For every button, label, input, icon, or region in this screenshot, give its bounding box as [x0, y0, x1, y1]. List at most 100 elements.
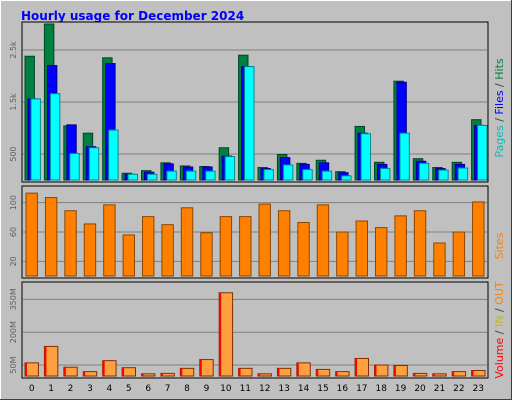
bar-volume-in-edge-hour-19: [393, 365, 396, 376]
panel-volume-grid: [23, 298, 487, 366]
hour-label-2: 2: [68, 384, 74, 394]
bar-volume-hour-16: [335, 371, 350, 377]
bar-volume-in-edge-hour-14: [296, 362, 299, 376]
bar-volume-in-edge-hour-7: [160, 373, 163, 376]
bar-volume-in-edge-hour-5: [122, 367, 125, 376]
panel-sites-legend: Sites: [493, 232, 506, 259]
bar-pages-hour-18: [380, 168, 391, 181]
y-tick-label: 60: [9, 227, 18, 237]
bar-sites-hour-7: [161, 224, 174, 277]
hour-label-5: 5: [126, 384, 132, 394]
bar-pages-hour-16: [341, 175, 352, 181]
bar-volume-hour-13: [276, 367, 292, 377]
bar-pages-hour-10: [224, 156, 236, 181]
y-tick-label: 2.5k: [9, 41, 18, 59]
bar-volume-hour-14: [296, 362, 311, 377]
bar-volume-in-edge-hour-3: [83, 371, 86, 376]
hour-label-14: 14: [298, 384, 310, 394]
panel-sites-grid: [23, 202, 487, 262]
bar-sites-hour-22: [452, 231, 466, 277]
hour-label-22: 22: [453, 384, 464, 394]
bar-sites-hour-11: [239, 216, 252, 277]
bar-sites-hour-18: [375, 227, 388, 277]
panel-sites-bars: [25, 192, 485, 277]
bar-volume-in-edge-hour-18: [374, 365, 377, 376]
y-tick-label: 1.5k: [9, 93, 18, 111]
bar-sites-hour-17: [355, 220, 369, 277]
bar-pages-hour-4: [108, 129, 119, 181]
bar-volume-hour-8: [179, 367, 195, 377]
y-tick-label: 200M: [9, 321, 18, 343]
bar-sites-hour-13: [277, 210, 291, 277]
bar-volume-hour-5: [121, 367, 137, 377]
legend-entry: /: [493, 305, 506, 316]
hour-label-15: 15: [317, 384, 328, 394]
bar-volume-hour-23: [471, 370, 486, 377]
hour-label-10: 10: [220, 384, 232, 394]
legend-entry: Pages: [493, 125, 506, 158]
hour-label-16: 16: [337, 384, 349, 394]
bar-pages-hour-8: [185, 170, 197, 181]
bar-pages-hour-23: [477, 124, 488, 181]
y-tick-label: 50M: [9, 356, 18, 373]
bar-volume-hour-1: [43, 345, 59, 377]
hour-label-3: 3: [87, 384, 93, 394]
panel-volume-box: [21, 281, 489, 379]
hour-label-20: 20: [414, 384, 426, 394]
bar-pages-hour-22: [457, 167, 469, 181]
bar-volume-in-edge-hour-13: [277, 368, 280, 376]
bar-volume-hour-9: [199, 359, 214, 377]
bar-volume-in-edge-hour-15: [316, 369, 319, 376]
bar-pages-hour-2: [69, 152, 80, 181]
hour-label-21: 21: [434, 384, 445, 394]
bar-volume-hour-3: [82, 371, 98, 377]
bar-volume-in-edge-hour-16: [335, 371, 338, 376]
bar-volume-in-edge-hour-2: [63, 367, 66, 376]
bar-volume-hour-11: [238, 367, 253, 377]
legend-entry: /: [493, 115, 506, 126]
bar-pages-hour-1: [49, 93, 61, 181]
bar-sites-hour-1: [44, 197, 58, 277]
bar-volume-hour-18: [374, 364, 389, 377]
panel-volume-legend: Volume / IN / OUT: [493, 281, 506, 379]
bar-sites-hour-9: [200, 232, 213, 277]
legend-entry: OUT: [493, 281, 506, 305]
y-tick-label: 500: [9, 146, 18, 161]
bar-sites-hour-16: [336, 231, 349, 277]
legend-entry: IN: [493, 316, 506, 327]
bar-pages-hour-17: [360, 133, 372, 181]
bar-volume-hour-2: [63, 366, 78, 377]
bar-sites-hour-8: [180, 207, 194, 277]
chart-title: Hourly usage for December 2024: [21, 9, 244, 23]
bar-pages-hour-13: [282, 164, 294, 181]
y-tick-label: 100: [9, 195, 18, 210]
bar-pages-hour-15: [321, 170, 333, 181]
bar-volume-hour-7: [160, 372, 175, 377]
bar-pages-hour-5: [127, 173, 138, 181]
bar-pages-hour-20: [418, 162, 430, 181]
bar-sites-hour-21: [433, 242, 446, 277]
bar-pages-hour-14: [302, 169, 313, 181]
bar-volume-in-edge-hour-22: [452, 371, 455, 376]
bar-volume-hour-17: [354, 357, 370, 377]
hour-label-1: 1: [48, 384, 54, 394]
bar-pages-hour-3: [88, 147, 100, 181]
bar-sites-hour-6: [142, 216, 155, 277]
y-tick-label: 20: [9, 256, 18, 266]
bar-volume-hour-12: [257, 373, 272, 377]
bar-volume-hour-10: [218, 292, 234, 377]
bar-sites-hour-4: [103, 204, 116, 277]
hour-label-12: 12: [259, 384, 270, 394]
bar-pages-hour-0: [30, 98, 41, 181]
bar-volume-in-edge-hour-20: [413, 373, 416, 376]
bar-sites-hour-23: [472, 201, 485, 277]
bar-pages-hour-6: [147, 173, 158, 181]
bar-volume-in-edge-hour-11: [238, 368, 241, 376]
bar-volume-hour-6: [141, 373, 156, 377]
legend-entry: Sites: [493, 232, 506, 259]
bar-volume-hour-15: [315, 368, 331, 377]
bar-pages-hour-19: [399, 132, 410, 181]
bar-sites-hour-5: [122, 234, 136, 277]
panel-volume-bars: [24, 292, 486, 377]
